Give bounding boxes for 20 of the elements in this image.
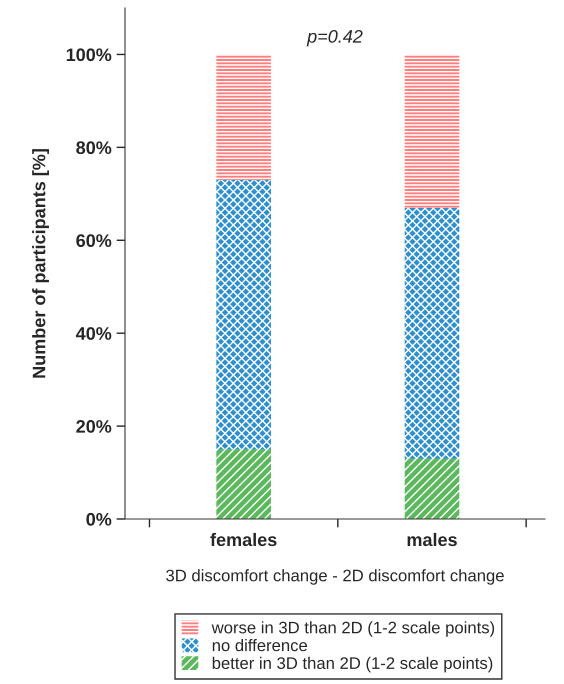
x-tick-label: females	[210, 532, 277, 546]
legend-label: better in 3D than 2D (1-2 scale points)	[212, 656, 492, 672]
y-tick-label: 20%	[76, 420, 112, 433]
x-tick-label: males	[408, 532, 457, 546]
bar	[216, 54, 271, 180]
y-tick-label: 80%	[76, 141, 112, 154]
legend-label: worse in 3D than 2D (1-2 scale points)	[212, 621, 494, 637]
y-tick-label: 0%	[86, 512, 112, 526]
y-axis-title: Number of participants [%]	[32, 149, 49, 378]
y-tick-label: 60%	[76, 234, 112, 247]
y-tick-label: 40%	[76, 327, 112, 340]
bar	[404, 458, 460, 519]
bar	[404, 208, 460, 459]
annotation: p=0.42	[306, 30, 363, 46]
bar	[216, 180, 271, 450]
bar	[404, 54, 460, 208]
y-tick-label: 100%	[66, 48, 112, 62]
x-axis-title: 3D discomfort change - 2D discomfort change	[166, 569, 504, 585]
bar	[216, 449, 271, 519]
legend-label: no difference	[212, 639, 308, 652]
